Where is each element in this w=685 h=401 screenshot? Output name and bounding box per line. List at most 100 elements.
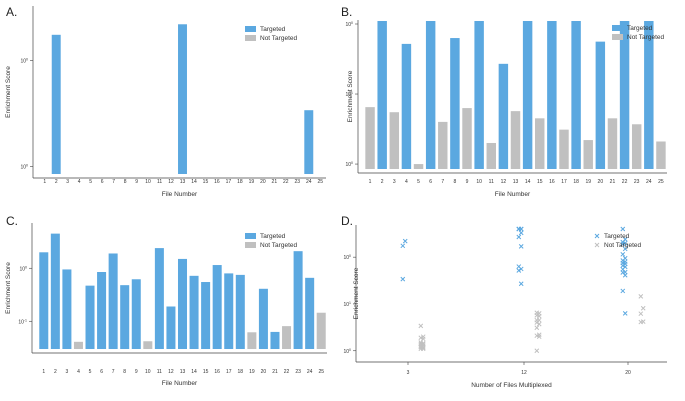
- bar-targeted-12: [166, 306, 176, 349]
- bar-targeted-2: [50, 233, 60, 349]
- bar-targeted-24: [305, 277, 315, 349]
- x-tick-label: 4: [78, 179, 81, 185]
- x-tick-label: 20: [625, 370, 631, 376]
- bar-not-targeted-22: [282, 326, 292, 349]
- point-targeted-3: [402, 238, 408, 244]
- point-targeted-3: [400, 243, 406, 249]
- legend-marker-targeted: [594, 233, 600, 239]
- x-tick-label: 25: [658, 179, 664, 185]
- y-axis-label: Enrichment Score: [347, 70, 354, 122]
- x-tick-label: 2: [55, 179, 58, 185]
- point-targeted-3: [400, 276, 406, 282]
- x-tick-label: 20: [598, 179, 604, 185]
- bar-targeted-5: [85, 285, 95, 349]
- x-tick-label: 21: [610, 179, 616, 185]
- bar-not-targeted-21: [607, 118, 618, 169]
- x-tick-label: 5: [89, 369, 92, 375]
- x-tick-label: 14: [525, 179, 531, 185]
- point-not-targeted-12: [534, 325, 540, 331]
- point-targeted-20: [620, 263, 626, 268]
- x-axis-label: File Number: [162, 191, 198, 198]
- legend-marker-not-targeted: [594, 242, 600, 248]
- x-tick-label: 11: [489, 179, 494, 185]
- x-tick-label: 14: [191, 369, 197, 375]
- point-not-targeted-20: [638, 311, 644, 317]
- y-tick-base: 10: [343, 349, 349, 355]
- x-tick-label: 12: [168, 179, 174, 185]
- panel-letter: A.: [6, 5, 17, 19]
- bar-targeted-22: [619, 21, 630, 169]
- y-tick-exponent: 0: [26, 58, 28, 62]
- bar-targeted-2: [51, 34, 61, 174]
- bar-targeted-20: [258, 288, 268, 349]
- point-not-targeted-12: [534, 320, 540, 325]
- bar-targeted-24: [644, 21, 654, 169]
- bar-not-targeted-7: [438, 121, 448, 169]
- y-axis-label: Enrichment Score: [5, 66, 12, 118]
- x-tick-label: 12: [521, 370, 527, 376]
- bar-targeted-13: [177, 258, 188, 349]
- x-tick-label: 6: [429, 179, 432, 185]
- y-tick-base: 10: [345, 22, 351, 28]
- bar-targeted-18: [571, 21, 581, 169]
- y-tick-base: 10: [345, 162, 351, 168]
- x-axis-label: File Number: [495, 191, 531, 198]
- y-tick-label: 101: [345, 91, 353, 98]
- y-tick-exponent: 1: [349, 301, 351, 305]
- legend-swatch-not-targeted: [245, 242, 256, 248]
- legend-label-targeted: Targeted: [260, 233, 286, 240]
- x-tick-label: 19: [585, 179, 591, 185]
- x-tick-label: 25: [318, 369, 324, 375]
- point-targeted-12: [516, 234, 522, 240]
- point-not-targeted-3: [418, 335, 424, 341]
- bar-not-targeted-17: [559, 129, 569, 169]
- y-tick-label: 100: [345, 161, 353, 168]
- x-tick-label: 3: [66, 369, 69, 375]
- x-tick-label: 24: [307, 369, 313, 375]
- point-not-targeted-3: [418, 323, 424, 329]
- bar-not-targeted-19: [247, 332, 257, 349]
- x-tick-label: 8: [124, 179, 127, 185]
- point-not-targeted-12: [534, 333, 540, 339]
- point-not-targeted-20: [638, 319, 644, 325]
- x-tick-label: 11: [157, 179, 162, 185]
- point-targeted-12: [516, 268, 522, 273]
- bar-targeted-6: [97, 271, 107, 349]
- x-tick-label: 7: [112, 369, 115, 375]
- point-not-targeted-12: [536, 313, 542, 319]
- x-tick-label: 22: [622, 179, 628, 185]
- y-tick-base: 10: [20, 165, 26, 171]
- y-tick-base: 10: [19, 266, 25, 272]
- legend-label-not-targeted: Not Targeted: [260, 242, 297, 249]
- bar-targeted-1: [39, 252, 49, 349]
- x-tick-label: 6: [100, 369, 103, 375]
- x-tick-label: 6: [101, 179, 104, 185]
- x-tick-label: 9: [135, 369, 138, 375]
- bar-targeted-11: [154, 248, 164, 349]
- x-tick-label: 3: [66, 179, 69, 185]
- y-tick-base: 10: [343, 255, 349, 261]
- x-tick-label: 13: [180, 369, 186, 375]
- y-tick-base: 10: [343, 302, 349, 308]
- bar-not-targeted-9: [462, 108, 472, 169]
- point-targeted-20: [620, 288, 626, 294]
- bar-targeted-13: [178, 24, 187, 175]
- bar-not-targeted-19: [583, 140, 593, 169]
- point-targeted-20: [620, 226, 626, 232]
- y-tick-label: 100: [20, 58, 28, 65]
- x-tick-label: 22: [283, 179, 289, 185]
- x-tick-label: 17: [226, 369, 232, 375]
- legend-label-not-targeted: Not Targeted: [604, 242, 641, 249]
- bar-not-targeted-15: [535, 118, 545, 169]
- y-tick-label: 101: [343, 301, 351, 308]
- bar-targeted-23: [293, 251, 303, 349]
- bar-targeted-7: [108, 253, 118, 349]
- bar-not-targeted-23: [631, 124, 642, 169]
- y-tick-label: 100: [345, 21, 353, 28]
- x-tick-label: 20: [261, 369, 267, 375]
- x-tick-label: 2: [54, 369, 57, 375]
- x-axis-label: File Number: [162, 380, 198, 387]
- x-tick-label: 10: [476, 179, 482, 185]
